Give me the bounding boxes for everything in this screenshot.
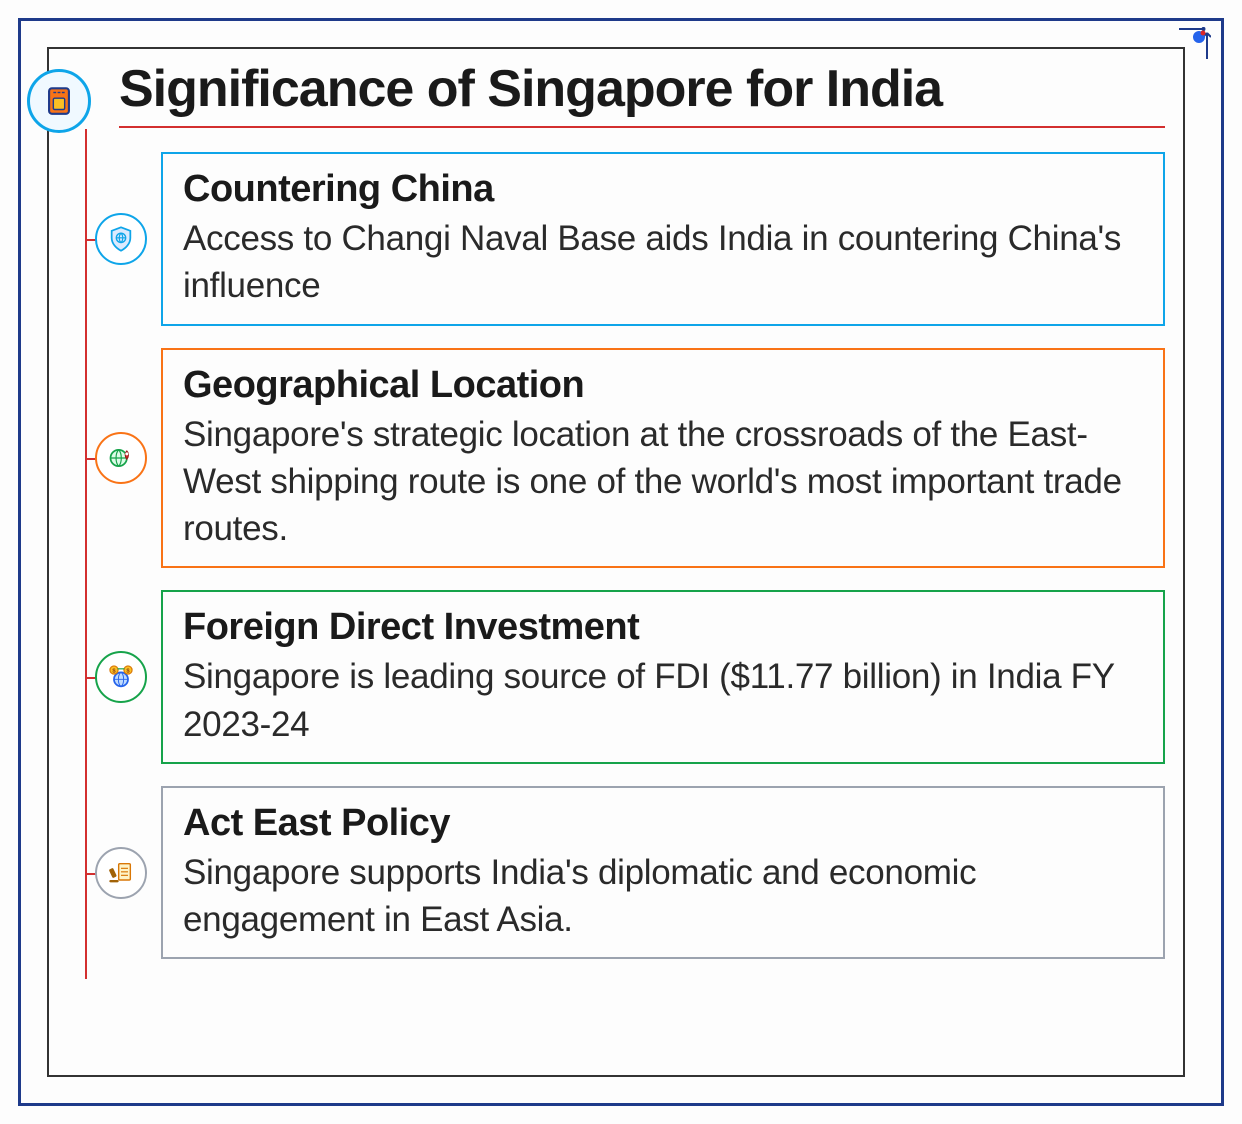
item-fdi: $ $ Foreign Direct Investment Singapore … <box>161 590 1165 764</box>
item-body: Access to Changi Naval Base aids India i… <box>183 215 1143 310</box>
page-title: Significance of Singapore for India <box>119 61 1165 118</box>
item-heading: Foreign Direct Investment <box>183 606 1143 649</box>
item-heading: Geographical Location <box>183 364 1143 407</box>
item-countering-china: Countering China Access to Changi Naval … <box>161 152 1165 326</box>
item-body: Singapore is leading source of FDI ($11.… <box>183 653 1143 748</box>
item-heading: Countering China <box>183 168 1143 211</box>
items-list: Countering China Access to Changi Naval … <box>161 152 1165 959</box>
shield-globe-icon <box>95 213 147 265</box>
item-geographical-location: Geographical Location Singapore's strate… <box>161 348 1165 569</box>
vertical-connector <box>85 129 87 979</box>
item-heading: Act East Policy <box>183 802 1143 845</box>
item-body: Singapore supports India's diplomatic an… <box>183 849 1143 944</box>
sim-card-icon <box>27 69 91 133</box>
outer-frame: Significance of Singapore for India Coun… <box>18 18 1224 1106</box>
inner-container: Significance of Singapore for India Coun… <box>47 47 1185 1077</box>
money-globe-icon: $ $ <box>95 651 147 703</box>
title-box: Significance of Singapore for India <box>119 61 1165 128</box>
globe-pin-icon <box>95 432 147 484</box>
item-act-east-policy: Act East Policy Singapore supports India… <box>161 786 1165 960</box>
item-body: Singapore's strategic location at the cr… <box>183 411 1143 553</box>
gavel-document-icon <box>95 847 147 899</box>
